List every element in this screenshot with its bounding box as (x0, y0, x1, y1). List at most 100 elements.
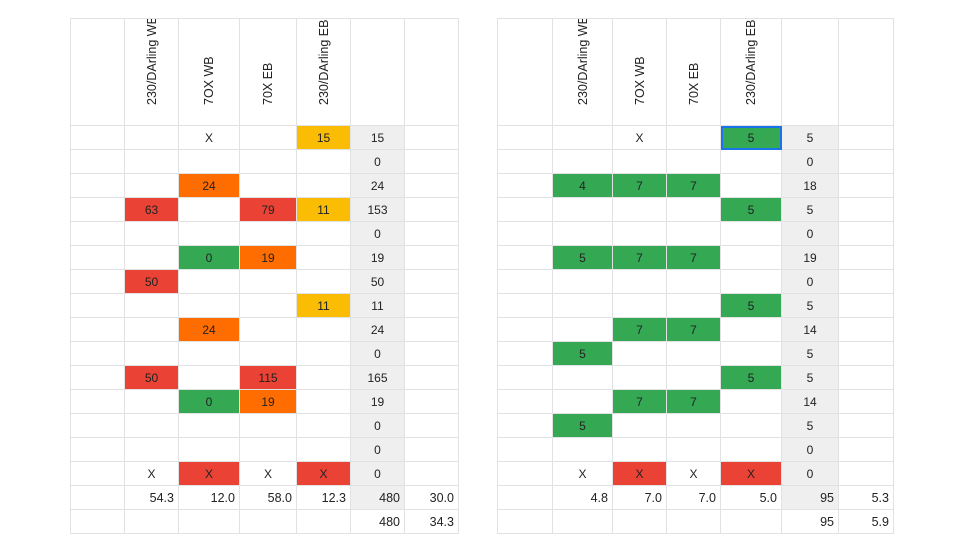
grid-cell[interactable] (497, 245, 553, 270)
grid-cell[interactable]: X (552, 461, 613, 486)
grid-cell[interactable]: 24 (178, 173, 240, 198)
grid-cell[interactable]: 4.8 (552, 485, 613, 510)
column-header[interactable]: 230/DArling WB (124, 18, 179, 126)
grid-cell[interactable] (552, 149, 613, 174)
total-cell[interactable]: 95 (781, 485, 839, 510)
total-cell[interactable]: 0 (781, 437, 839, 462)
grid-cell[interactable] (666, 293, 721, 318)
grid-cell[interactable]: X (720, 461, 782, 486)
grid-cell[interactable] (666, 197, 721, 222)
column-header[interactable]: 230/DArling EB (296, 18, 351, 126)
header-cell[interactable] (70, 18, 125, 126)
grid-cell[interactable]: 54.3 (124, 485, 179, 510)
grid-cell[interactable]: 5.3 (838, 485, 894, 510)
grid-cell[interactable]: 5 (552, 341, 613, 366)
grid-cell[interactable] (612, 149, 667, 174)
grid-cell[interactable] (178, 197, 240, 222)
grid-cell[interactable] (124, 413, 179, 438)
grid-cell[interactable]: X (178, 125, 240, 150)
column-header[interactable]: 7OX WB (612, 18, 667, 126)
grid-cell[interactable] (552, 269, 613, 294)
grid-cell[interactable] (838, 221, 894, 246)
total-cell[interactable]: 5 (781, 413, 839, 438)
grid-cell[interactable]: 50 (124, 269, 179, 294)
grid-cell[interactable] (70, 269, 125, 294)
grid-cell[interactable] (666, 437, 721, 462)
grid-cell[interactable] (666, 149, 721, 174)
grid-cell[interactable]: 0 (178, 245, 240, 270)
grid-cell[interactable] (497, 365, 553, 390)
grid-cell[interactable] (124, 509, 179, 534)
grid-cell[interactable] (178, 413, 240, 438)
grid-cell[interactable] (239, 341, 297, 366)
grid-cell[interactable] (838, 317, 894, 342)
total-cell[interactable]: 0 (781, 461, 839, 486)
header-cell[interactable] (838, 18, 894, 126)
grid-cell[interactable] (720, 245, 782, 270)
grid-cell[interactable] (239, 125, 297, 150)
grid-cell[interactable]: 50 (124, 365, 179, 390)
grid-cell[interactable] (70, 173, 125, 198)
grid-cell[interactable]: 7.0 (612, 485, 667, 510)
grid-cell[interactable] (497, 173, 553, 198)
grid-cell[interactable] (404, 341, 459, 366)
grid-cell[interactable] (838, 293, 894, 318)
total-cell[interactable]: 0 (350, 461, 405, 486)
grid-cell[interactable] (838, 125, 894, 150)
grid-cell[interactable] (666, 221, 721, 246)
grid-cell[interactable] (497, 197, 553, 222)
grid-cell[interactable] (838, 413, 894, 438)
grid-cell[interactable] (404, 413, 459, 438)
total-cell[interactable]: 0 (781, 221, 839, 246)
grid-cell[interactable] (124, 221, 179, 246)
grid-cell[interactable] (70, 149, 125, 174)
total-cell[interactable]: 15 (350, 125, 405, 150)
grid-cell[interactable] (552, 389, 613, 414)
grid-cell[interactable] (124, 173, 179, 198)
grid-cell[interactable] (124, 125, 179, 150)
grid-cell[interactable] (497, 437, 553, 462)
column-header[interactable]: 70X EB (666, 18, 721, 126)
grid-cell[interactable] (296, 245, 351, 270)
grid-cell[interactable]: 115 (239, 365, 297, 390)
grid-cell[interactable] (552, 125, 613, 150)
grid-cell[interactable] (70, 485, 125, 510)
grid-cell[interactable] (612, 221, 667, 246)
grid-cell[interactable] (552, 221, 613, 246)
grid-cell[interactable] (666, 269, 721, 294)
grid-cell[interactable] (612, 509, 667, 534)
column-header[interactable]: 7OX WB (178, 18, 240, 126)
grid-cell[interactable] (124, 149, 179, 174)
grid-cell[interactable]: 11 (296, 293, 351, 318)
total-cell[interactable]: 0 (350, 149, 405, 174)
grid-cell[interactable] (296, 509, 351, 534)
grid-cell[interactable] (404, 365, 459, 390)
total-cell[interactable]: 0 (350, 341, 405, 366)
grid-cell[interactable] (70, 365, 125, 390)
grid-cell[interactable] (239, 413, 297, 438)
grid-cell[interactable]: X (296, 461, 351, 486)
grid-cell[interactable] (296, 389, 351, 414)
grid-cell[interactable] (178, 269, 240, 294)
total-cell[interactable]: 14 (781, 389, 839, 414)
grid-cell[interactable]: 30.0 (404, 485, 459, 510)
grid-cell[interactable] (720, 389, 782, 414)
grid-cell[interactable] (70, 437, 125, 462)
grid-cell[interactable] (497, 269, 553, 294)
grid-cell[interactable]: 5 (720, 365, 782, 390)
grid-cell[interactable] (70, 389, 125, 414)
grid-cell[interactable] (720, 341, 782, 366)
grid-cell[interactable] (239, 149, 297, 174)
grid-cell[interactable]: 7 (612, 317, 667, 342)
total-cell[interactable]: 18 (781, 173, 839, 198)
grid-cell[interactable] (178, 149, 240, 174)
grid-cell[interactable] (296, 173, 351, 198)
column-header[interactable]: 230/DArling WB (552, 18, 613, 126)
grid-cell[interactable] (838, 365, 894, 390)
column-header[interactable]: 230/DArling EB (720, 18, 782, 126)
grid-cell[interactable]: 7 (612, 389, 667, 414)
grid-cell[interactable] (296, 317, 351, 342)
header-cell[interactable] (350, 18, 405, 126)
grid-cell[interactable] (70, 341, 125, 366)
total-cell[interactable]: 5 (781, 365, 839, 390)
